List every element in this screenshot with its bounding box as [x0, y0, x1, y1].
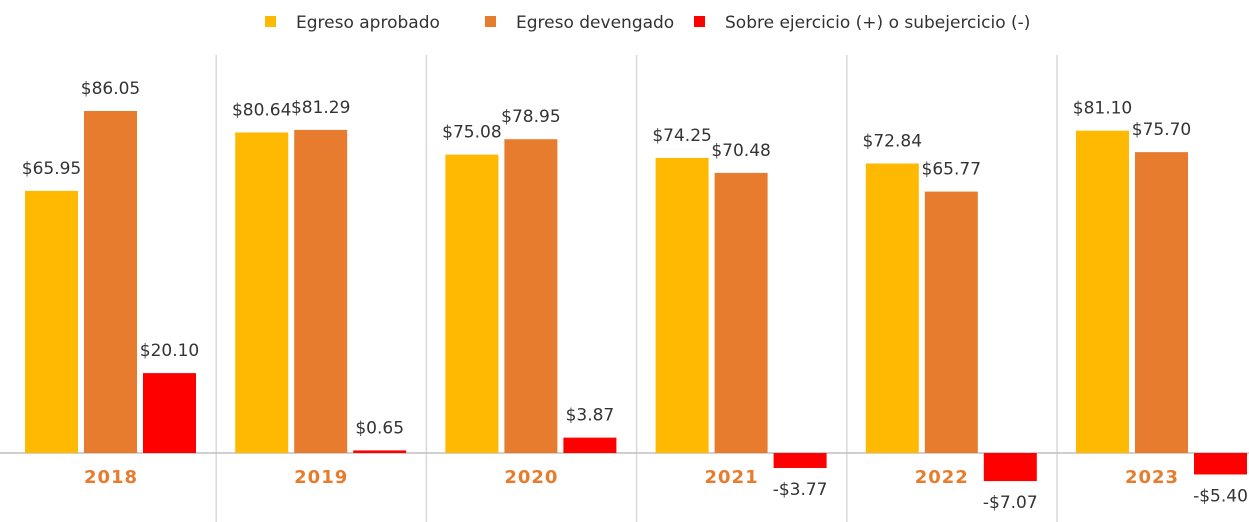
bar [924, 191, 978, 454]
bar [865, 163, 919, 454]
x-tick-label: 2023 [1125, 467, 1179, 488]
x-tick-label: 2022 [915, 467, 969, 488]
value-label: $81.29 [291, 98, 350, 118]
bar [1194, 453, 1247, 475]
bar [143, 373, 196, 453]
bar [1076, 130, 1129, 453]
value-label: -$5.40 [1193, 486, 1248, 506]
x-tick-label: 2020 [504, 467, 558, 488]
bar [563, 437, 617, 453]
bar [235, 132, 289, 453]
value-label: $0.65 [355, 418, 404, 438]
value-label: $3.87 [566, 406, 615, 426]
value-label: -$7.07 [983, 493, 1038, 513]
legend-swatch [485, 16, 496, 27]
bar [773, 453, 827, 468]
bar [983, 453, 1037, 482]
bar [353, 450, 407, 453]
value-label: $86.05 [81, 79, 140, 99]
value-label: $20.10 [140, 341, 199, 361]
bar [294, 129, 348, 453]
bar [714, 172, 768, 453]
value-label: $75.08 [442, 123, 501, 143]
legend-label: Egreso devengado [516, 13, 674, 33]
value-label: $74.25 [652, 126, 711, 146]
value-label: $80.64 [232, 101, 291, 121]
value-label: $78.95 [501, 107, 560, 127]
legend-swatch [265, 16, 276, 27]
legend-swatch [694, 16, 705, 27]
value-label: $75.70 [1132, 120, 1191, 140]
value-label: $65.95 [22, 159, 81, 179]
x-tick-label: 2019 [294, 467, 348, 488]
bar [504, 139, 558, 453]
bar [655, 157, 709, 453]
bar [445, 154, 499, 453]
x-tick-label: 2018 [84, 467, 138, 488]
value-label: $72.84 [863, 132, 922, 152]
value-label: $70.48 [711, 141, 770, 161]
legend-label: Egreso aprobado [296, 13, 440, 33]
bar [25, 190, 78, 453]
value-label: $65.77 [922, 160, 981, 180]
legend-label: Sobre ejercicio (+) o subejercicio (-) [725, 13, 1030, 33]
bar [84, 111, 137, 453]
bar [1135, 152, 1188, 454]
value-label: -$3.77 [773, 480, 828, 500]
x-tick-label: 2021 [705, 467, 759, 488]
value-label: $81.10 [1073, 99, 1132, 119]
